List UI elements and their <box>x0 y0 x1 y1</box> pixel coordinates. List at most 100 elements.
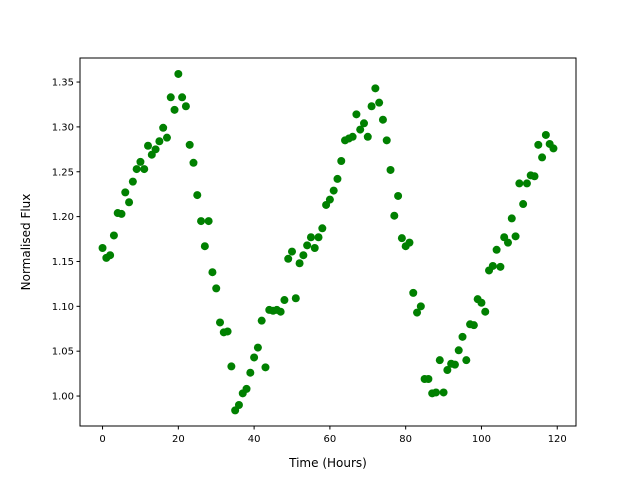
point <box>136 157 145 166</box>
point <box>492 245 501 254</box>
y-tick-label: 1.00 <box>52 392 74 403</box>
point <box>193 191 202 200</box>
point <box>469 321 478 330</box>
point <box>397 234 406 243</box>
x-tick-label: 100 <box>472 434 491 445</box>
point <box>511 232 520 241</box>
point <box>359 119 368 128</box>
point <box>128 177 137 186</box>
point <box>337 156 346 165</box>
point <box>223 327 232 336</box>
point <box>189 158 198 167</box>
point <box>185 140 194 149</box>
point <box>481 307 490 316</box>
y-tick-label: 1.10 <box>52 302 74 313</box>
point <box>234 401 243 410</box>
point <box>405 238 414 247</box>
point <box>416 302 425 311</box>
point <box>522 179 531 188</box>
point <box>454 346 463 355</box>
point <box>534 140 543 149</box>
point <box>435 356 444 365</box>
x-tick-label: 120 <box>548 434 567 445</box>
point <box>371 84 380 93</box>
x-tick-label: 60 <box>324 434 337 445</box>
point <box>325 195 334 204</box>
point <box>424 374 433 383</box>
point <box>208 268 217 277</box>
point <box>477 298 486 307</box>
point <box>106 251 115 260</box>
point <box>299 251 308 260</box>
y-tick-label: 1.30 <box>52 122 74 133</box>
point <box>98 244 107 253</box>
point <box>503 238 512 247</box>
point <box>291 294 300 303</box>
point <box>261 363 270 372</box>
point <box>200 242 209 251</box>
point <box>413 308 422 317</box>
point <box>329 186 338 195</box>
point <box>462 356 471 365</box>
y-axis-label: Normalised Flux <box>19 194 33 291</box>
point <box>280 296 289 305</box>
point <box>356 125 365 134</box>
x-tick-label: 20 <box>172 434 185 445</box>
point <box>333 174 342 183</box>
x-tick-label: 80 <box>399 434 412 445</box>
point <box>450 360 459 369</box>
point <box>155 137 164 146</box>
point <box>431 388 440 397</box>
point <box>144 141 153 150</box>
x-tick-label: 40 <box>248 434 261 445</box>
point <box>409 288 418 297</box>
y-tick-label: 1.15 <box>52 257 74 268</box>
point <box>288 247 297 256</box>
point <box>227 362 236 371</box>
point <box>515 179 524 188</box>
x-axis-label: Time (Hours) <box>288 456 367 470</box>
point <box>166 93 175 102</box>
point <box>303 241 312 250</box>
point <box>174 69 183 78</box>
point <box>367 102 376 111</box>
point <box>348 132 357 141</box>
point <box>488 261 497 270</box>
point <box>216 318 225 327</box>
point <box>284 254 293 263</box>
point <box>507 214 516 223</box>
point <box>132 165 141 174</box>
point <box>117 209 126 218</box>
point <box>204 217 213 226</box>
y-tick-label: 1.20 <box>52 212 74 223</box>
point <box>125 198 134 207</box>
point <box>496 262 505 271</box>
point <box>538 153 547 162</box>
point <box>212 284 221 293</box>
point <box>541 130 550 139</box>
point <box>519 200 528 209</box>
point <box>162 133 171 142</box>
y-tick-label: 1.25 <box>52 167 74 178</box>
point <box>314 233 323 242</box>
point <box>250 353 259 362</box>
point <box>170 105 179 114</box>
point <box>306 233 315 242</box>
y-tick-label: 1.05 <box>52 347 74 358</box>
point <box>257 316 266 325</box>
point <box>121 188 130 197</box>
point <box>458 332 467 341</box>
point <box>394 191 403 200</box>
point <box>246 368 255 377</box>
point <box>295 259 304 268</box>
point <box>352 110 361 119</box>
point <box>382 136 391 145</box>
point <box>530 172 539 181</box>
point <box>242 384 251 393</box>
point <box>386 165 395 174</box>
point <box>178 93 187 102</box>
point <box>318 224 327 233</box>
point <box>159 123 168 132</box>
